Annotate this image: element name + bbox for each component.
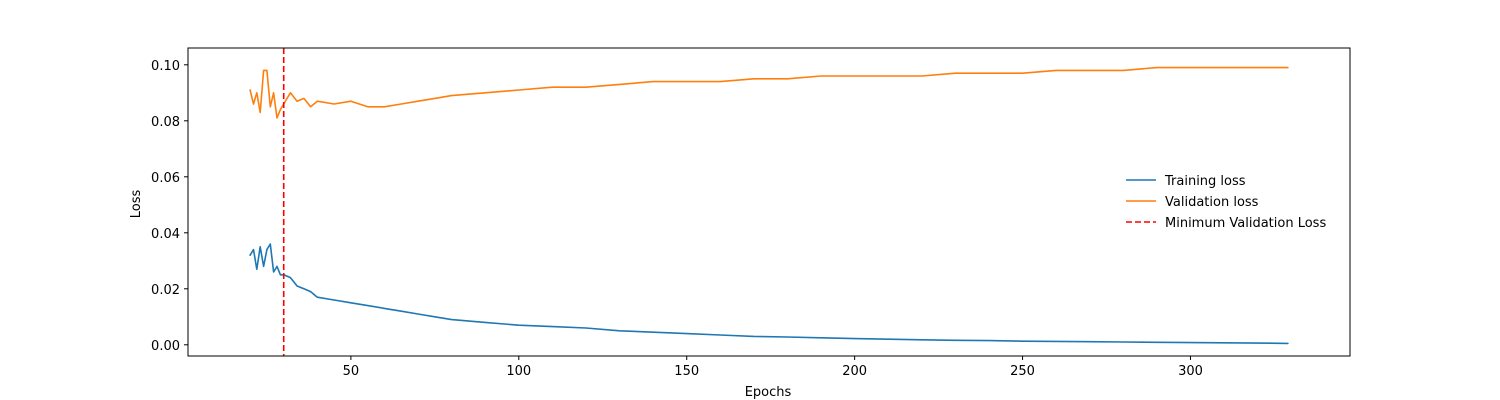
legend-label-1: Validation loss (1165, 195, 1259, 210)
x-tick-label: 100 (506, 364, 531, 379)
series-line-1 (249, 66, 1289, 119)
y-tick-label: 0.04 (151, 227, 180, 242)
y-tick-label: 0.06 (151, 171, 180, 186)
y-tick-label: 0.08 (151, 115, 180, 130)
y-tick-label: 0.00 (151, 339, 180, 354)
x-axis-label: Epochs (745, 385, 792, 400)
legend: Training loss Validation loss Minimum Vali… (1126, 174, 1326, 231)
plot-frame (187, 47, 1351, 357)
y-tick-label: 0.02 (151, 283, 180, 298)
x-tick-label: 250 (1010, 364, 1035, 379)
plot-area (249, 48, 1289, 356)
y-tick-label: 0.10 (151, 59, 180, 74)
x-tick-label: 200 (842, 364, 867, 379)
y-axis-label: Loss (129, 190, 144, 219)
x-tick-label: 150 (674, 364, 699, 379)
legend-label-2: Minimum Validation Loss (1165, 216, 1326, 231)
legend-label-0: Training loss (1164, 174, 1246, 189)
series-line-0 (249, 243, 1289, 345)
x-tick-label: 50 (343, 364, 360, 379)
x-tick-label: 300 (1178, 364, 1203, 379)
axes: 50 100 150 200 250 300 0.00 0.02 0.04 0.06 0.08 0.1… (151, 47, 1351, 379)
